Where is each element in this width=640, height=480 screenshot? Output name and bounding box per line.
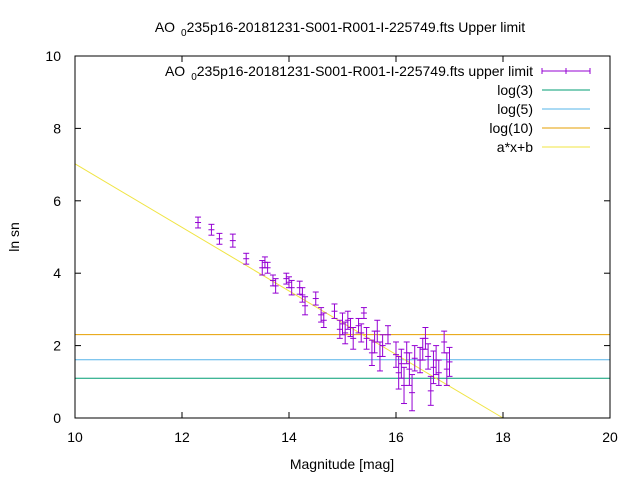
data-point — [422, 327, 429, 350]
data-point — [384, 325, 391, 345]
data-point — [344, 310, 351, 330]
data-point — [401, 366, 408, 405]
legend-label: log(3) — [497, 82, 533, 98]
data-point — [406, 352, 413, 386]
legend-entry-log5: log(5) — [497, 101, 590, 117]
fit-line — [74, 163, 504, 419]
data-point — [331, 303, 338, 319]
data-point — [299, 287, 306, 303]
x-tick-label: 18 — [495, 429, 511, 445]
legend-label: AO 0235p16-20181231-S001-R001-I-225749.ft… — [165, 63, 533, 83]
data-point — [350, 327, 357, 350]
data-point — [446, 346, 453, 377]
legend-entry-log10: log(10) — [489, 120, 590, 136]
y-tick-label: 4 — [53, 265, 61, 281]
data-point — [409, 374, 416, 412]
data-point — [398, 348, 405, 379]
data-point — [216, 232, 223, 245]
data-point — [374, 319, 381, 343]
legend-label: log(10) — [489, 120, 533, 136]
data-point — [320, 312, 327, 328]
data-point — [243, 252, 250, 265]
x-axis-label: Magnitude [mag] — [290, 456, 394, 472]
data-point — [435, 359, 442, 386]
data-point — [318, 307, 325, 323]
legend-label: log(5) — [497, 101, 533, 117]
data-point — [272, 278, 279, 294]
x-tick-label: 20 — [602, 429, 618, 445]
x-tick-label: 14 — [281, 429, 297, 445]
legend-entry-upper-limit: AO 0235p16-20181231-S001-R001-I-225749.ft… — [165, 63, 591, 83]
data-point — [312, 291, 319, 306]
data-point — [425, 343, 432, 370]
y-tick-label: 2 — [53, 338, 61, 354]
plot-frame — [74, 55, 611, 419]
data-point — [342, 321, 349, 345]
data-point — [229, 233, 236, 248]
data-point — [302, 296, 309, 316]
legend: AO 0235p16-20181231-S001-R001-I-225749.ft… — [165, 63, 591, 155]
y-tick-label: 0 — [53, 410, 61, 426]
data-point — [393, 341, 399, 368]
x-tick-label: 10 — [67, 429, 83, 445]
legend-label: a*x+b — [497, 139, 533, 155]
chart-title: AO 0235p16-20181231-S001-R001-I-225749.ft… — [155, 19, 525, 39]
data-point — [288, 279, 295, 296]
x-tick-label: 12 — [174, 429, 190, 445]
data-point — [208, 223, 215, 236]
x-tick-label: 16 — [388, 429, 404, 445]
y-tick-label: 10 — [45, 48, 61, 64]
data-point — [395, 355, 402, 390]
data-point — [430, 350, 437, 385]
data-point — [195, 216, 202, 229]
data-point — [427, 375, 434, 406]
y-tick-label: 6 — [53, 193, 61, 209]
data-point — [360, 307, 367, 319]
data-point — [358, 323, 365, 343]
legend-entry-fit: a*x+b — [497, 139, 590, 155]
data-point — [264, 261, 271, 274]
y-axis-label: ln sn — [6, 222, 22, 252]
data-point — [269, 274, 276, 287]
data-point — [411, 345, 418, 372]
data-point — [363, 327, 370, 350]
data-point — [339, 312, 346, 336]
data-point — [379, 334, 386, 357]
y-tick-label: 8 — [53, 120, 61, 136]
data-point — [336, 319, 343, 339]
data-point — [443, 352, 450, 386]
legend-entry-log3: log(3) — [497, 82, 590, 98]
